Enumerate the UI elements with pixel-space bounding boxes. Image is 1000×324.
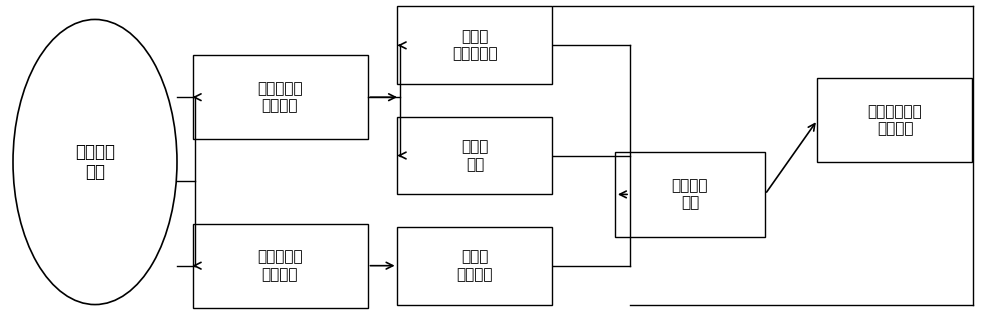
Text: 坐标转换
参数: 坐标转换 参数	[672, 178, 708, 211]
Text: 陀螺经纬仪
方位测量: 陀螺经纬仪 方位测量	[257, 249, 303, 282]
Bar	[615, 152, 765, 237]
Bar	[397, 227, 552, 305]
Text: 发射车
目标点坐标: 发射车 目标点坐标	[452, 29, 498, 62]
Bar	[397, 6, 552, 84]
Text: 发射车目标点
真北方位: 发射车目标点 真北方位	[868, 104, 922, 136]
Text: 定向点
坐标: 定向点 坐标	[461, 139, 489, 172]
Text: 定向点
真北方位: 定向点 真北方位	[457, 249, 493, 282]
Text: 激光跟踪仪
联机测量: 激光跟踪仪 联机测量	[257, 81, 303, 113]
Text: 联合测量
系统: 联合测量 系统	[75, 143, 115, 181]
Bar	[817, 78, 972, 162]
Bar	[397, 117, 552, 194]
Bar	[193, 55, 368, 139]
Bar	[193, 224, 368, 308]
